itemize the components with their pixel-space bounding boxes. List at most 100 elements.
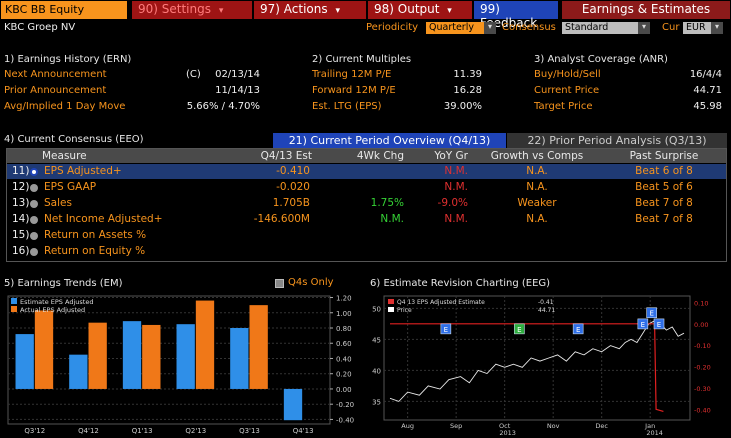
page-title: Earnings & Estimates bbox=[562, 1, 730, 19]
current-price-value: 44.71 bbox=[693, 85, 722, 96]
current-consensus-title[interactable]: 4) Current Consensus (EEO) bbox=[4, 134, 144, 145]
estimate-marker-label: E bbox=[576, 326, 580, 334]
periodicity-label: Periodicity bbox=[366, 22, 419, 33]
bar-estimate bbox=[283, 388, 303, 421]
chevron-down-icon: ▾ bbox=[218, 6, 224, 16]
surprise-cell[interactable]: Beat 7 of 8 bbox=[635, 197, 693, 209]
estimate-marker bbox=[440, 323, 452, 335]
radio-button[interactable] bbox=[30, 216, 38, 224]
currency-label: Cur bbox=[662, 22, 680, 33]
earnings-trends-title[interactable]: 5) Earnings Trends (EM) bbox=[4, 278, 123, 289]
y-tick-label: -0.40 bbox=[336, 416, 354, 424]
x-tick-label: Oct bbox=[499, 422, 511, 430]
col-growth-vs-comps[interactable]: Growth vs Comps bbox=[490, 150, 584, 162]
currency-select[interactable]: EUR bbox=[683, 22, 711, 34]
bar-estimate bbox=[69, 354, 88, 389]
x-tick-label: Q2'13 bbox=[185, 427, 206, 435]
col-yoy-gr[interactable]: YoY Gr bbox=[434, 150, 468, 162]
est-cell: -0.410 bbox=[276, 165, 310, 177]
col-est[interactable]: Q4/13 Est bbox=[260, 150, 312, 162]
trailing-pe-value: 11.39 bbox=[453, 69, 482, 80]
measure-cell[interactable]: Sales bbox=[44, 197, 72, 209]
legend-swatch bbox=[388, 299, 394, 304]
target-price-label: Target Price bbox=[534, 101, 593, 112]
surprise-cell[interactable]: Beat 6 of 8 bbox=[635, 165, 693, 177]
estimate-revision-title[interactable]: 6) Estimate Revision Charting (EEG) bbox=[370, 278, 551, 289]
next-announcement-flag: (C) bbox=[186, 69, 201, 80]
measure-cell[interactable]: Return on Equity % bbox=[44, 245, 146, 257]
tab-prior-period[interactable]: 22) Prior Period Analysis (Q3/13) bbox=[507, 133, 727, 148]
legend-value: -0.41 bbox=[538, 299, 554, 306]
legend-swatch bbox=[11, 306, 17, 312]
next-announcement-label: Next Announcement bbox=[4, 69, 107, 80]
row-number: 12) bbox=[12, 181, 30, 193]
col-measure[interactable]: Measure bbox=[42, 150, 87, 162]
periodicity-select[interactable]: Quarterly bbox=[426, 22, 484, 34]
col-past-surprise[interactable]: Past Surprise bbox=[629, 150, 699, 162]
ticker-field[interactable]: KBC BB Equity bbox=[1, 1, 127, 19]
measure-cell[interactable]: Return on Assets % bbox=[44, 229, 147, 241]
radio-button[interactable] bbox=[30, 184, 38, 192]
left-tick-label: 35 bbox=[372, 398, 381, 406]
settings-button[interactable]: 90) Settings ▾ bbox=[132, 1, 252, 19]
table-row[interactable] bbox=[7, 164, 726, 179]
comps-cell: N.A. bbox=[526, 181, 548, 193]
legend-label: Actual EPS Adjusted bbox=[20, 306, 85, 314]
measure-cell[interactable]: EPS Adjusted+ bbox=[44, 165, 122, 177]
estimate-marker-label: E bbox=[641, 321, 645, 329]
year-label: 2013 bbox=[499, 429, 516, 436]
chevron-down-icon[interactable]: ▾ bbox=[484, 22, 496, 34]
settings-label: 90) Settings bbox=[138, 2, 211, 16]
toolbar: KBC BB Equity 90) Settings ▾ 97) Actions… bbox=[0, 0, 731, 30]
estimate-marker-label: E bbox=[649, 310, 653, 318]
consensus-select[interactable]: Standard bbox=[562, 22, 638, 34]
x-tick-label: Q1'13 bbox=[132, 427, 153, 435]
col-4wk-chg[interactable]: 4Wk Chg bbox=[356, 150, 404, 162]
estimate-marker bbox=[514, 323, 525, 335]
tab-current-period[interactable]: 21) Current Period Overview (Q4/13) bbox=[273, 133, 506, 148]
surprise-cell[interactable]: Beat 7 of 8 bbox=[635, 213, 693, 225]
radio-button[interactable] bbox=[30, 232, 38, 240]
target-price-value: 45.98 bbox=[693, 101, 722, 112]
y-tick-label: -0.20 bbox=[336, 401, 354, 409]
surprise-cell[interactable]: Beat 5 of 6 bbox=[635, 181, 693, 193]
x-tick-label: Q4'12 bbox=[78, 427, 99, 435]
legend-label: Q4 13 EPS Adjusted Estimate bbox=[397, 299, 485, 306]
plot-area bbox=[7, 295, 331, 425]
yoy-cell: N.M. bbox=[444, 213, 468, 225]
comps-cell: N.A. bbox=[526, 165, 548, 177]
estimate-marker bbox=[653, 318, 665, 330]
q4s-only-checkbox[interactable] bbox=[275, 279, 284, 288]
avg-move-label: Avg/Implied 1 Day Move bbox=[4, 101, 126, 112]
radio-button[interactable] bbox=[30, 200, 38, 208]
chevron-down-icon: ▾ bbox=[335, 6, 340, 16]
analyst-coverage-title[interactable]: 3) Analyst Coverage (ANR) bbox=[534, 54, 668, 65]
x-tick-label: Aug bbox=[401, 422, 414, 430]
chevron-down-icon[interactable]: ▾ bbox=[638, 22, 650, 34]
radio-button[interactable] bbox=[30, 248, 38, 256]
right-tick-label: -0.30 bbox=[694, 385, 711, 393]
forward-pe-value: 16.28 bbox=[453, 85, 482, 96]
measure-cell[interactable]: EPS GAAP bbox=[44, 181, 97, 193]
x-tick-label: Sep bbox=[450, 422, 462, 430]
yoy-cell: -9.0% bbox=[437, 197, 468, 209]
measure-cell[interactable]: Net Income Adjusted+ bbox=[44, 213, 163, 225]
est-ltg-value: 39.00% bbox=[443, 101, 482, 112]
right-tick-label: 0.10 bbox=[694, 299, 708, 307]
row-number: 13) bbox=[12, 197, 30, 209]
earnings-history-title[interactable]: 1) Earnings History (ERN) bbox=[4, 54, 132, 65]
legend-swatch bbox=[388, 307, 394, 312]
est-ltg-label: Est. LTG (EPS) bbox=[312, 101, 382, 112]
estimate-marker-label: E bbox=[517, 326, 521, 334]
earnings-trends-chart: 1.20 1.00 0.80 0.60 0.40 0.20 0.00 -0.20 -0.40 Q3… bbox=[7, 295, 354, 435]
yoy-cell: N.M. bbox=[444, 165, 468, 177]
y-tick-label: 0.40 bbox=[336, 355, 352, 363]
estimate-revision-chart: 50 45 40 35 0.10 0.00 -0.10 -0.20 -0.30 -0.40 Aug S… bbox=[372, 295, 711, 436]
actions-button[interactable]: 97) Actions ▾ bbox=[254, 1, 366, 19]
x-tick-label: Nov bbox=[547, 422, 560, 430]
feedback-button[interactable]: 99) Feedback bbox=[474, 1, 558, 30]
radio-button[interactable] bbox=[30, 168, 38, 176]
output-button[interactable]: 98) Output ▾ bbox=[368, 1, 472, 19]
row-number: 11) bbox=[12, 165, 30, 177]
chevron-down-icon[interactable]: ▾ bbox=[711, 22, 723, 34]
